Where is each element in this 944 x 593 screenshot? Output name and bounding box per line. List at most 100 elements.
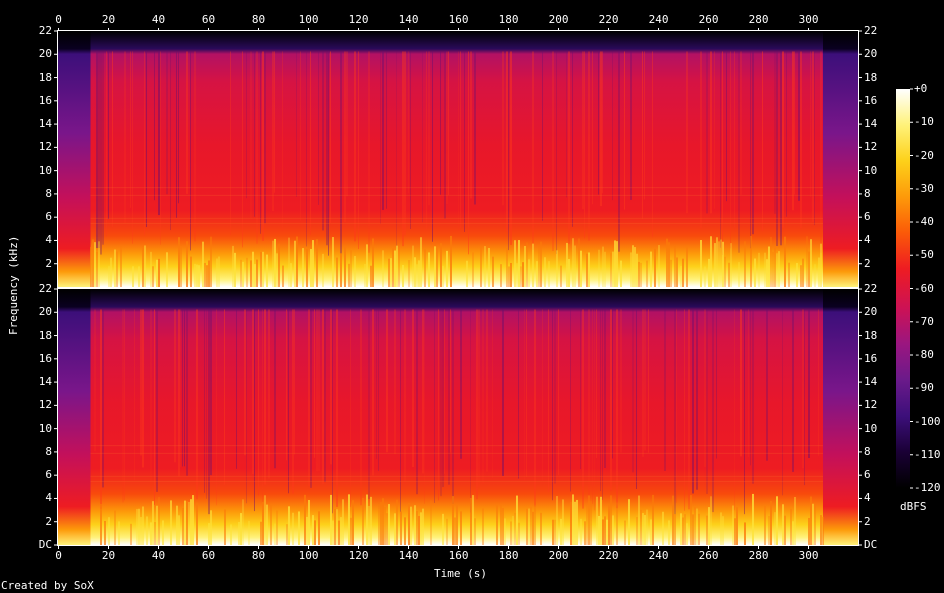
x-tick-label-bottom: 20 (101, 549, 116, 562)
x-tick-label-bottom: 80 (251, 549, 266, 562)
x-tick-label-top: 240 (648, 13, 669, 26)
colorbar-tick-label: -120 (914, 481, 941, 494)
y-tick-label-right: 20 (864, 47, 878, 61)
y-tick-label-right: 6 (864, 210, 871, 224)
x-tick-label-bottom: 200 (548, 549, 569, 562)
y-tick-label-left: DC (38, 538, 53, 551)
y-tick-label-left: 18 (38, 328, 53, 342)
y-tick-label-right: 6 (864, 468, 871, 482)
colorbar-tick-label: -20 (914, 148, 934, 162)
y-tick-label-left: 16 (38, 351, 53, 365)
x-tick-label-top: 280 (748, 13, 769, 26)
y-tick-label-right: 10 (864, 163, 878, 177)
x-tick-label-top: 220 (598, 13, 619, 26)
colorbar-unit-label: dBFS (900, 500, 927, 513)
y-tick-label-right: 12 (864, 398, 878, 412)
channel-1-active-region (90, 31, 823, 287)
y-tick-label-right: 12 (864, 140, 878, 154)
x-tick-label-top: 80 (251, 13, 266, 26)
y-tick-label-right: 20 (864, 305, 878, 319)
channel-2-quiet-region-0 (58, 289, 91, 545)
y-tick-label-left: 20 (38, 305, 53, 319)
y-tick-label-right: 16 (864, 351, 878, 365)
colorbar-tick-label: -50 (914, 248, 934, 262)
y-tick-label-right: 16 (864, 93, 878, 107)
x-tick-label-top: 60 (201, 13, 216, 26)
y-tick-label-right: 22 (864, 282, 878, 295)
y-tick-label-right: 14 (864, 375, 878, 389)
y-tick-label-right: 8 (864, 186, 871, 200)
y-tick-label-left: 8 (45, 444, 53, 458)
colorbar-tick-label: +0 (914, 82, 928, 95)
y-tick-label-right: 18 (864, 70, 878, 84)
y-tick-label-left: 10 (38, 163, 53, 177)
y-tick-label-left: 6 (45, 210, 53, 224)
y-tick-label-right: 18 (864, 328, 878, 342)
x-tick-label-top: 120 (348, 13, 369, 26)
x-tick-label-top: 160 (448, 13, 469, 26)
x-tick-label-top: 40 (151, 13, 166, 26)
channel-1-quiet-region-0 (58, 31, 91, 287)
y-tick-label-left: 20 (38, 47, 53, 61)
x-tick-label-top: 140 (398, 13, 419, 26)
x-tick-label-bottom: 300 (798, 549, 819, 562)
x-tick-label-bottom: 120 (348, 549, 369, 562)
y-tick-label-left: 12 (38, 398, 53, 412)
colorbar-tick-label: -110 (914, 447, 941, 461)
channel-1-quiet-region-1 (823, 31, 858, 287)
y-tick-label-left: 2 (45, 514, 53, 528)
x-tick-label-bottom: 100 (298, 549, 319, 562)
x-tick-label-bottom: 280 (748, 549, 769, 562)
y-tick-label-right: 8 (864, 444, 871, 458)
y-tick-label-left: 4 (45, 491, 53, 505)
channel-2-active-region (90, 289, 823, 545)
x-tick-label-top: 20 (101, 13, 116, 26)
x-tick-label-bottom: 240 (648, 549, 669, 562)
channel-2-spectrogram (58, 289, 858, 545)
x-tick-label-bottom: 0 (55, 549, 62, 562)
colorbar-tick-label: -70 (914, 314, 934, 328)
y-tick-label-left: 22 (38, 282, 53, 295)
y-tick-label-right: 14 (864, 117, 878, 131)
y-tick-label-left: 10 (38, 421, 53, 435)
channel-2-quiet-region-1 (823, 289, 858, 545)
colorbar-tick-label: -40 (914, 215, 934, 228)
x-axis-label: Time (s) (434, 567, 487, 580)
colorbar-tick-label: -60 (914, 281, 934, 295)
created-by-footer: Created by SoX (1, 579, 94, 592)
y-tick-label-left: 8 (45, 186, 53, 200)
y-tick-label-left: 12 (38, 140, 53, 154)
x-tick-label-bottom: 140 (398, 549, 419, 562)
x-tick-label-bottom: 60 (201, 549, 216, 562)
y-tick-label-right: 2 (864, 256, 871, 270)
y-axis-label: Frequency (kHz) (7, 235, 20, 335)
x-tick-label-top: 260 (698, 13, 719, 26)
y-tick-label-left: 4 (45, 233, 53, 247)
colorbar (896, 89, 910, 488)
colorbar-tick-label: -80 (914, 348, 934, 361)
x-tick-label-top: 0 (55, 13, 62, 26)
y-tick-label-right: 10 (864, 421, 878, 435)
x-tick-label-top: 100 (298, 13, 319, 26)
x-tick-label-bottom: 180 (498, 549, 519, 562)
x-tick-label-bottom: 40 (151, 549, 166, 562)
y-tick-label-left: 6 (45, 468, 53, 482)
channel-1-spectrogram (58, 31, 858, 287)
x-tick-label-top: 180 (498, 13, 519, 26)
x-tick-label-bottom: 260 (698, 549, 719, 562)
x-tick-label-top: 200 (548, 13, 569, 26)
x-tick-label-top: 300 (798, 13, 819, 26)
y-tick-label-right: 4 (864, 233, 871, 247)
y-tick-label-right: 4 (864, 491, 871, 505)
colorbar-tick-label: -10 (914, 115, 934, 129)
y-tick-label-left: 14 (38, 117, 53, 131)
x-tick-label-bottom: 220 (598, 549, 619, 562)
colorbar-tick-label: -30 (914, 181, 934, 195)
y-tick-label-right: DC (864, 538, 878, 551)
colorbar-tick-label: -90 (914, 381, 934, 395)
y-tick-label-left: 16 (38, 93, 53, 107)
x-tick-label-bottom: 160 (448, 549, 469, 562)
y-tick-label-left: 14 (38, 375, 53, 389)
y-tick-label-left: 22 (38, 24, 53, 37)
